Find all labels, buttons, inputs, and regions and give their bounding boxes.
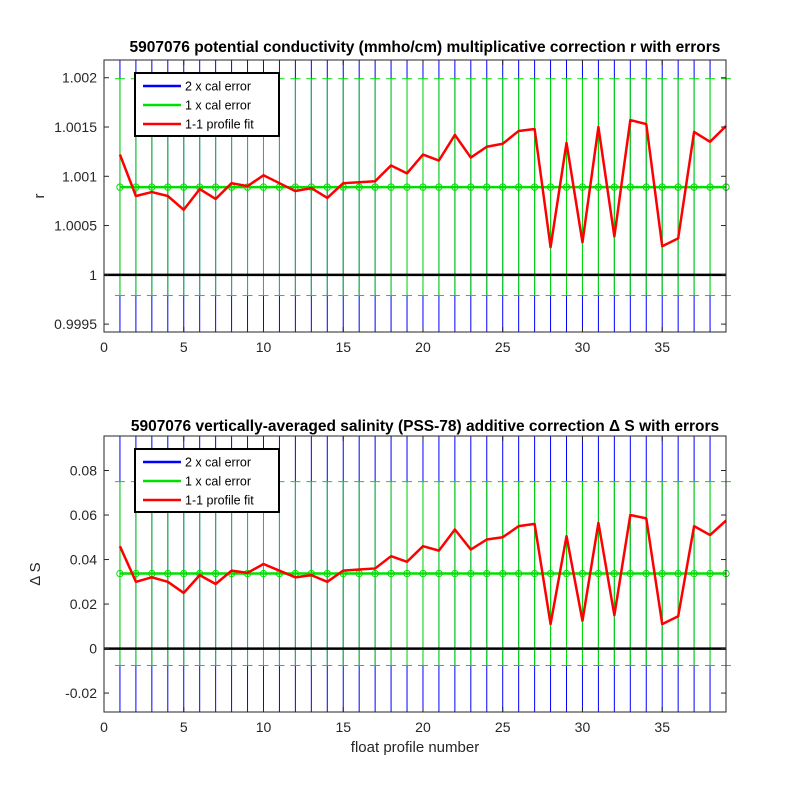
chart-title: 5907076 vertically-averaged salinity (PS… (131, 418, 719, 435)
y-tick-label: 0 (89, 641, 97, 657)
y-tick-label: 0.9995 (54, 316, 97, 332)
legend-label: 2 x cal error (185, 456, 251, 470)
legend-label: 1 x cal error (185, 475, 251, 489)
legend-label: 1-1 profile fit (185, 494, 254, 508)
x-tick-label: 25 (495, 339, 511, 355)
x-tick-label: 20 (415, 339, 431, 355)
y-tick-label: 0.06 (70, 507, 97, 523)
x-tick-label: 10 (256, 339, 272, 355)
y-tick-label: -0.02 (65, 685, 97, 701)
y-axis-label: r (31, 194, 48, 199)
legend-label: 1 x cal error (185, 99, 251, 113)
x-axis-label: float profile number (351, 739, 479, 756)
y-tick-label: 0.08 (70, 463, 97, 479)
y-tick-label: 1.0015 (54, 119, 97, 135)
profile-fit-line (118, 118, 727, 249)
axes-frame (103, 59, 727, 333)
chart-panel-conductivity: 0 5 10 15 20 25 30 35 0.9995 1 1.0005 1.001 1.0015 1.… (31, 39, 731, 355)
axes-frame (103, 435, 727, 713)
chart-title: 5907076 potential conductivity (mmho/cm)… (130, 39, 721, 56)
x-tick-label: 35 (654, 719, 670, 735)
x-tick-label: 0 (100, 339, 108, 355)
y-tick-label: 1 (89, 267, 97, 283)
x-tick-label: 0 (100, 719, 108, 735)
x-tick-label: 5 (180, 719, 188, 735)
y-tick-label: 1.001 (62, 168, 97, 184)
y-tick-label: 1.002 (62, 70, 97, 86)
x-tick-label: 10 (256, 719, 272, 735)
profile-fit-line (118, 513, 727, 626)
y-tick-label: 0.04 (70, 552, 97, 568)
x-tick-label: 30 (575, 719, 591, 735)
legend-label: 1-1 profile fit (185, 118, 254, 132)
x-tick-label: 20 (415, 719, 431, 735)
x-tick-label: 25 (495, 719, 511, 735)
x-tick-label: 15 (335, 339, 351, 355)
y-axis-label: Δ S (27, 562, 44, 585)
x-tick-label: 15 (335, 719, 351, 735)
legend-label: 2 x cal error (185, 80, 251, 94)
y-tick-label: 1.0005 (54, 218, 97, 234)
x-tick-label: 35 (654, 339, 670, 355)
y-tick-label: 0.02 (70, 596, 97, 612)
x-tick-label: 5 (180, 339, 188, 355)
x-tick-label: 30 (575, 339, 591, 355)
chart-panel-salinity: 0 5 10 15 20 25 30 35 -0.02 0 0.02 0.04 0.06 0.08 5907… (27, 418, 731, 756)
